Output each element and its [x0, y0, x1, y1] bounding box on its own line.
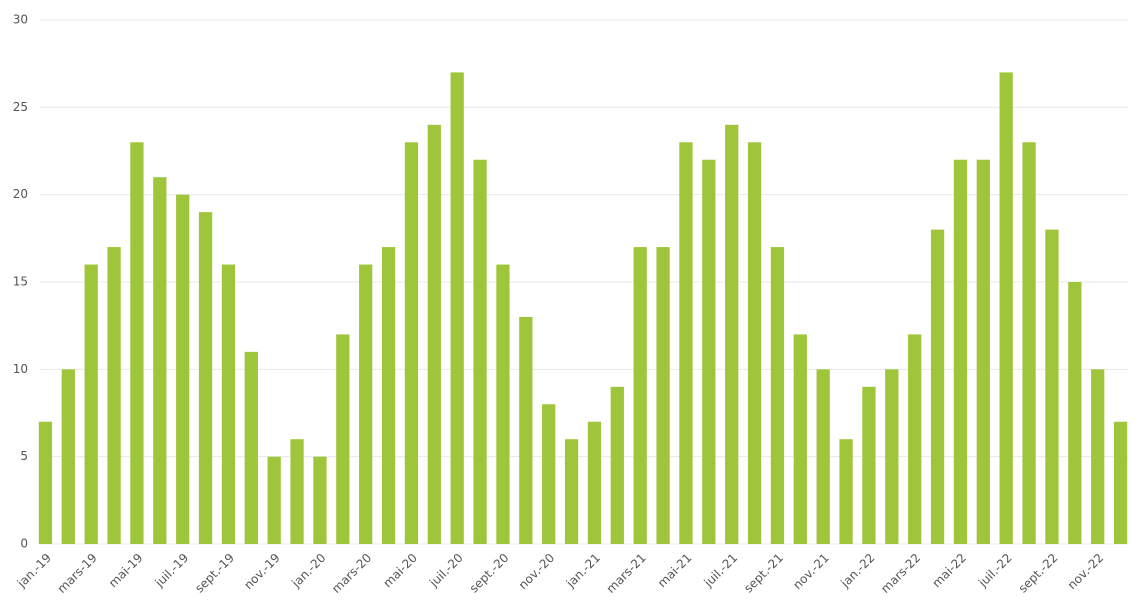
bar	[130, 142, 144, 544]
bar	[176, 194, 190, 544]
x-tick-label: juil.-20	[426, 551, 466, 591]
x-tick-label: sept.-21	[741, 551, 786, 596]
x-tick-label: mai-21	[655, 551, 695, 591]
x-tick-label: nov.-20	[516, 551, 557, 592]
x-tick-label: mai-19	[106, 551, 146, 591]
bar	[244, 351, 258, 544]
x-tick-label: nov.-19	[241, 551, 282, 592]
y-tick-label: 20	[13, 187, 28, 201]
bar	[313, 456, 327, 544]
bar	[930, 229, 945, 544]
bar	[1022, 142, 1036, 544]
x-tick-label: mai-20	[380, 551, 420, 591]
bar	[679, 142, 693, 544]
bar	[976, 159, 990, 544]
bar	[38, 421, 53, 544]
bar	[656, 247, 670, 545]
x-tick-label: mai-22	[929, 551, 969, 591]
bar	[908, 334, 922, 544]
x-tick-label: mars-20	[329, 551, 374, 596]
bar	[450, 72, 464, 545]
bar	[359, 264, 373, 544]
x-tick-label: sept.-19	[192, 551, 237, 596]
bar	[404, 142, 419, 544]
x-tick-label: nov.-21	[790, 551, 831, 592]
bar	[153, 177, 167, 544]
bar	[1113, 421, 1128, 544]
x-tick-label: jan.-19	[14, 551, 54, 591]
bar	[702, 159, 716, 544]
bar	[839, 439, 853, 544]
x-tick-label: jan.-20	[288, 551, 328, 591]
bar	[221, 264, 236, 544]
bar	[496, 264, 510, 544]
bar	[427, 124, 441, 545]
x-tick-label: nov.-22	[1065, 551, 1106, 592]
bar	[953, 159, 968, 544]
bar	[473, 159, 487, 544]
bar	[267, 456, 281, 544]
bar	[198, 212, 213, 544]
bar	[1091, 369, 1105, 544]
x-tick-label: sept.-22	[1016, 551, 1061, 596]
x-tick-label: jan.-21	[563, 551, 603, 591]
y-tick-label: 15	[13, 275, 28, 289]
bar	[519, 316, 533, 544]
x-tick-label: juil.-22	[975, 551, 1015, 591]
bar	[610, 386, 624, 544]
y-tick-label: 25	[13, 100, 28, 114]
x-tick-label: juil.-19	[152, 551, 192, 591]
y-tick-label: 0	[20, 537, 28, 551]
bar	[770, 247, 785, 545]
y-tick-label: 5	[20, 449, 28, 463]
bar	[633, 247, 647, 545]
x-tick-label: jan.-22	[837, 551, 877, 591]
y-tick-label: 30	[13, 13, 28, 27]
bar	[885, 369, 899, 544]
bar	[1068, 282, 1082, 544]
bar	[816, 369, 830, 544]
y-tick-label: 10	[13, 362, 28, 376]
bar	[84, 264, 98, 544]
bar	[587, 421, 602, 544]
bar	[290, 439, 304, 544]
bar	[542, 404, 556, 544]
bar	[1045, 229, 1059, 544]
bar	[747, 142, 762, 544]
bar	[336, 334, 350, 544]
x-tick-label: mars-19	[55, 551, 100, 596]
bar	[862, 386, 876, 544]
x-tick-label: mars-21	[604, 551, 649, 596]
x-tick-label: juil.-21	[701, 551, 741, 591]
bar	[107, 247, 121, 545]
bar	[793, 334, 807, 544]
bar	[725, 124, 739, 545]
bar	[61, 369, 75, 544]
bar	[381, 247, 396, 545]
bar	[999, 72, 1013, 545]
x-tick-label: mars-22	[878, 551, 923, 596]
x-tick-label: sept.-20	[467, 551, 512, 596]
bar	[564, 439, 579, 544]
